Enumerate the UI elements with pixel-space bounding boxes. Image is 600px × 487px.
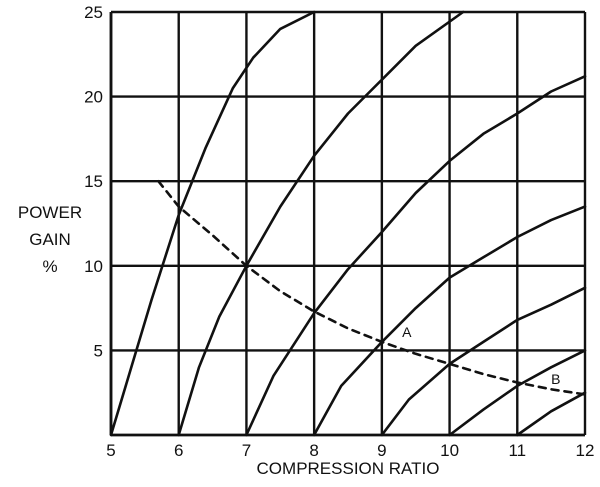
annotations: AB <box>402 324 560 387</box>
curve-1 <box>109 10 316 437</box>
y-tick-label-25: 25 <box>84 3 103 22</box>
x-tick-label-11: 11 <box>508 441 526 460</box>
curves <box>109 10 587 437</box>
x-tick-label-9: 9 <box>377 441 386 460</box>
grid-lines <box>109 10 587 435</box>
x-tick-labels: 5 6 7 8 9 10 11 12 <box>106 441 594 460</box>
curve-4 <box>312 205 587 437</box>
x-tick-label-5: 5 <box>106 441 115 460</box>
annotation-a: A <box>402 324 412 340</box>
curve-7 <box>516 391 587 437</box>
y-axis-title-line-2: GAIN <box>29 230 71 249</box>
x-tick-label-10: 10 <box>440 441 459 460</box>
curve-5 <box>380 286 587 437</box>
annotation-b: B <box>551 371 560 387</box>
y-tick-label-15: 15 <box>84 172 103 191</box>
y-tick-labels: 5 10 15 20 25 <box>84 3 103 360</box>
y-tick-label-10: 10 <box>84 257 103 276</box>
curve-2 <box>177 10 465 437</box>
y-tick-label-5: 5 <box>94 341 103 360</box>
x-axis-title: COMPRESSION RATIO <box>257 459 440 478</box>
y-axis-title-line-3: % <box>42 257 57 276</box>
plot-frame <box>109 12 585 437</box>
dashed-curve <box>157 179 587 396</box>
y-axis-title-line-1: POWER <box>18 203 82 222</box>
curve-3 <box>245 75 587 437</box>
y-tick-label-20: 20 <box>84 88 103 107</box>
x-tick-label-6: 6 <box>174 441 183 460</box>
curve-6 <box>448 349 587 437</box>
x-tick-label-8: 8 <box>309 441 318 460</box>
x-tick-label-7: 7 <box>242 441 251 460</box>
x-tick-label-12: 12 <box>576 441 595 460</box>
